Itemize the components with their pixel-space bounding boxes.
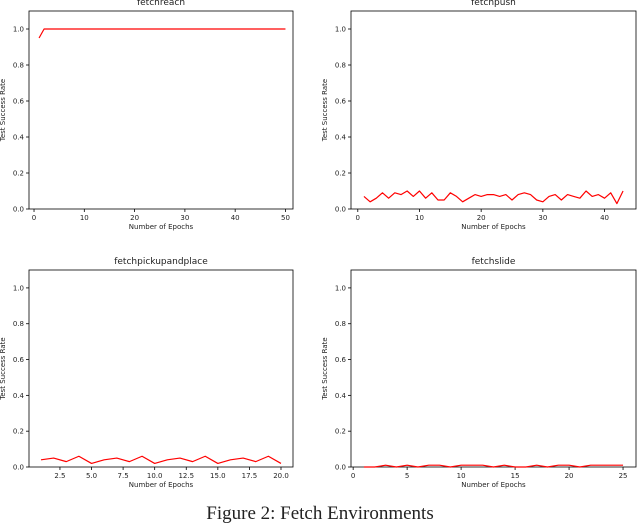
x-tick-label: 5.0 xyxy=(86,472,97,480)
y-tick-label: 1.0 xyxy=(13,26,24,34)
x-tick-label: 20 xyxy=(477,214,486,222)
y-tick-label: 0.2 xyxy=(13,170,24,178)
y-tick-label: 0.0 xyxy=(13,464,24,472)
x-tick-label: 0 xyxy=(32,214,36,222)
subplot-fetchslide: fetchslide 0.0 0.2 0.4 0.6 0.8 1.0 0 5 10 15 20 25 Nu… xyxy=(321,257,637,489)
axes-frame xyxy=(350,10,637,210)
x-tick-label: 20.0 xyxy=(273,472,289,480)
x-tick-label: 7.5 xyxy=(118,472,129,480)
y-tick-label: 1.0 xyxy=(13,284,24,292)
x-tick-label: 20 xyxy=(130,214,139,222)
x-tick-label: 0 xyxy=(356,214,360,222)
y-tick-label: 0.6 xyxy=(13,98,25,106)
y-tick-label: 0.2 xyxy=(13,428,24,436)
y-tick-label: 0.8 xyxy=(13,62,24,70)
series-line xyxy=(38,28,286,39)
x-axis-label: Number of Epochs xyxy=(461,223,526,231)
chart-title: fetchpush xyxy=(471,0,516,8)
series-line xyxy=(363,190,624,205)
figure-caption: Figure 2: Fetch Environments xyxy=(206,503,434,524)
subplot-fetchreach: fetchreach 0.0 0.2 0.4 0.6 0.8 1.0 0 10 20 30 40 50 N… xyxy=(0,0,294,231)
x-tick-label: 10 xyxy=(415,214,424,222)
axes-frame xyxy=(28,269,294,468)
x-tick-label: 30 xyxy=(538,214,547,222)
x-tick-label: 10.0 xyxy=(147,472,163,480)
x-tick-label: 15.0 xyxy=(210,472,226,480)
y-tick-label: 0.6 xyxy=(335,98,347,106)
y-tick-label: 1.0 xyxy=(335,26,346,34)
y-tick-label: 0.0 xyxy=(335,464,346,472)
y-axis-label: Test Success Rate xyxy=(0,79,7,142)
axes-frame xyxy=(28,10,294,210)
y-tick-label: 0.8 xyxy=(13,320,24,328)
x-tick-label: 12.5 xyxy=(178,472,194,480)
x-tick-label: 30 xyxy=(180,214,189,222)
y-tick-label: 0.8 xyxy=(335,320,346,328)
x-tick-label: 25 xyxy=(619,472,628,480)
x-tick-label: 40 xyxy=(231,214,240,222)
y-tick-label: 0.2 xyxy=(335,170,346,178)
y-axis-label: Test Success Rate xyxy=(0,337,7,400)
x-tick-label: 40 xyxy=(600,214,609,222)
series-line xyxy=(40,455,282,465)
subplot-fetchpickupandplace: fetchpickupandplace 0.0 0.2 0.4 0.6 0.8 1.0 2.5… xyxy=(0,257,294,489)
y-axis-label: Test Success Rate xyxy=(321,79,329,142)
x-tick-label: 20 xyxy=(565,472,574,480)
axes-frame xyxy=(350,269,637,468)
y-tick-label: 0.8 xyxy=(335,62,346,70)
y-axis-label: Test Success Rate xyxy=(321,337,329,400)
y-tick-label: 0.4 xyxy=(13,134,25,142)
chart-title: fetchreach xyxy=(137,0,185,8)
x-axis-label: Number of Epochs xyxy=(461,481,526,489)
x-tick-label: 50 xyxy=(281,214,290,222)
y-tick-label: 0.0 xyxy=(335,206,346,214)
y-tick-label: 0.0 xyxy=(13,206,24,214)
x-tick-label: 5 xyxy=(405,472,409,480)
chart-title: fetchslide xyxy=(472,257,516,267)
x-tick-label: 2.5 xyxy=(54,472,65,480)
x-tick-label: 10 xyxy=(457,472,466,480)
x-tick-label: 15 xyxy=(511,472,520,480)
chart-title: fetchpickupandplace xyxy=(114,257,208,267)
x-axis-label: Number of Epochs xyxy=(129,223,194,231)
x-tick-label: 0 xyxy=(351,472,355,480)
y-tick-label: 0.6 xyxy=(13,356,25,364)
y-tick-label: 0.4 xyxy=(335,392,347,400)
x-tick-label: 17.5 xyxy=(242,472,258,480)
series-line xyxy=(363,464,624,468)
x-tick-label: 10 xyxy=(80,214,89,222)
y-tick-label: 0.2 xyxy=(335,428,346,436)
y-tick-label: 1.0 xyxy=(335,284,346,292)
x-axis-label: Number of Epochs xyxy=(129,481,194,489)
y-tick-label: 0.4 xyxy=(13,392,25,400)
y-tick-label: 0.6 xyxy=(335,356,347,364)
y-tick-label: 0.4 xyxy=(335,134,347,142)
subplot-fetchpush: fetchpush 0.0 0.2 0.4 0.6 0.8 1.0 0 10 20 30 40 Numb… xyxy=(321,0,637,231)
